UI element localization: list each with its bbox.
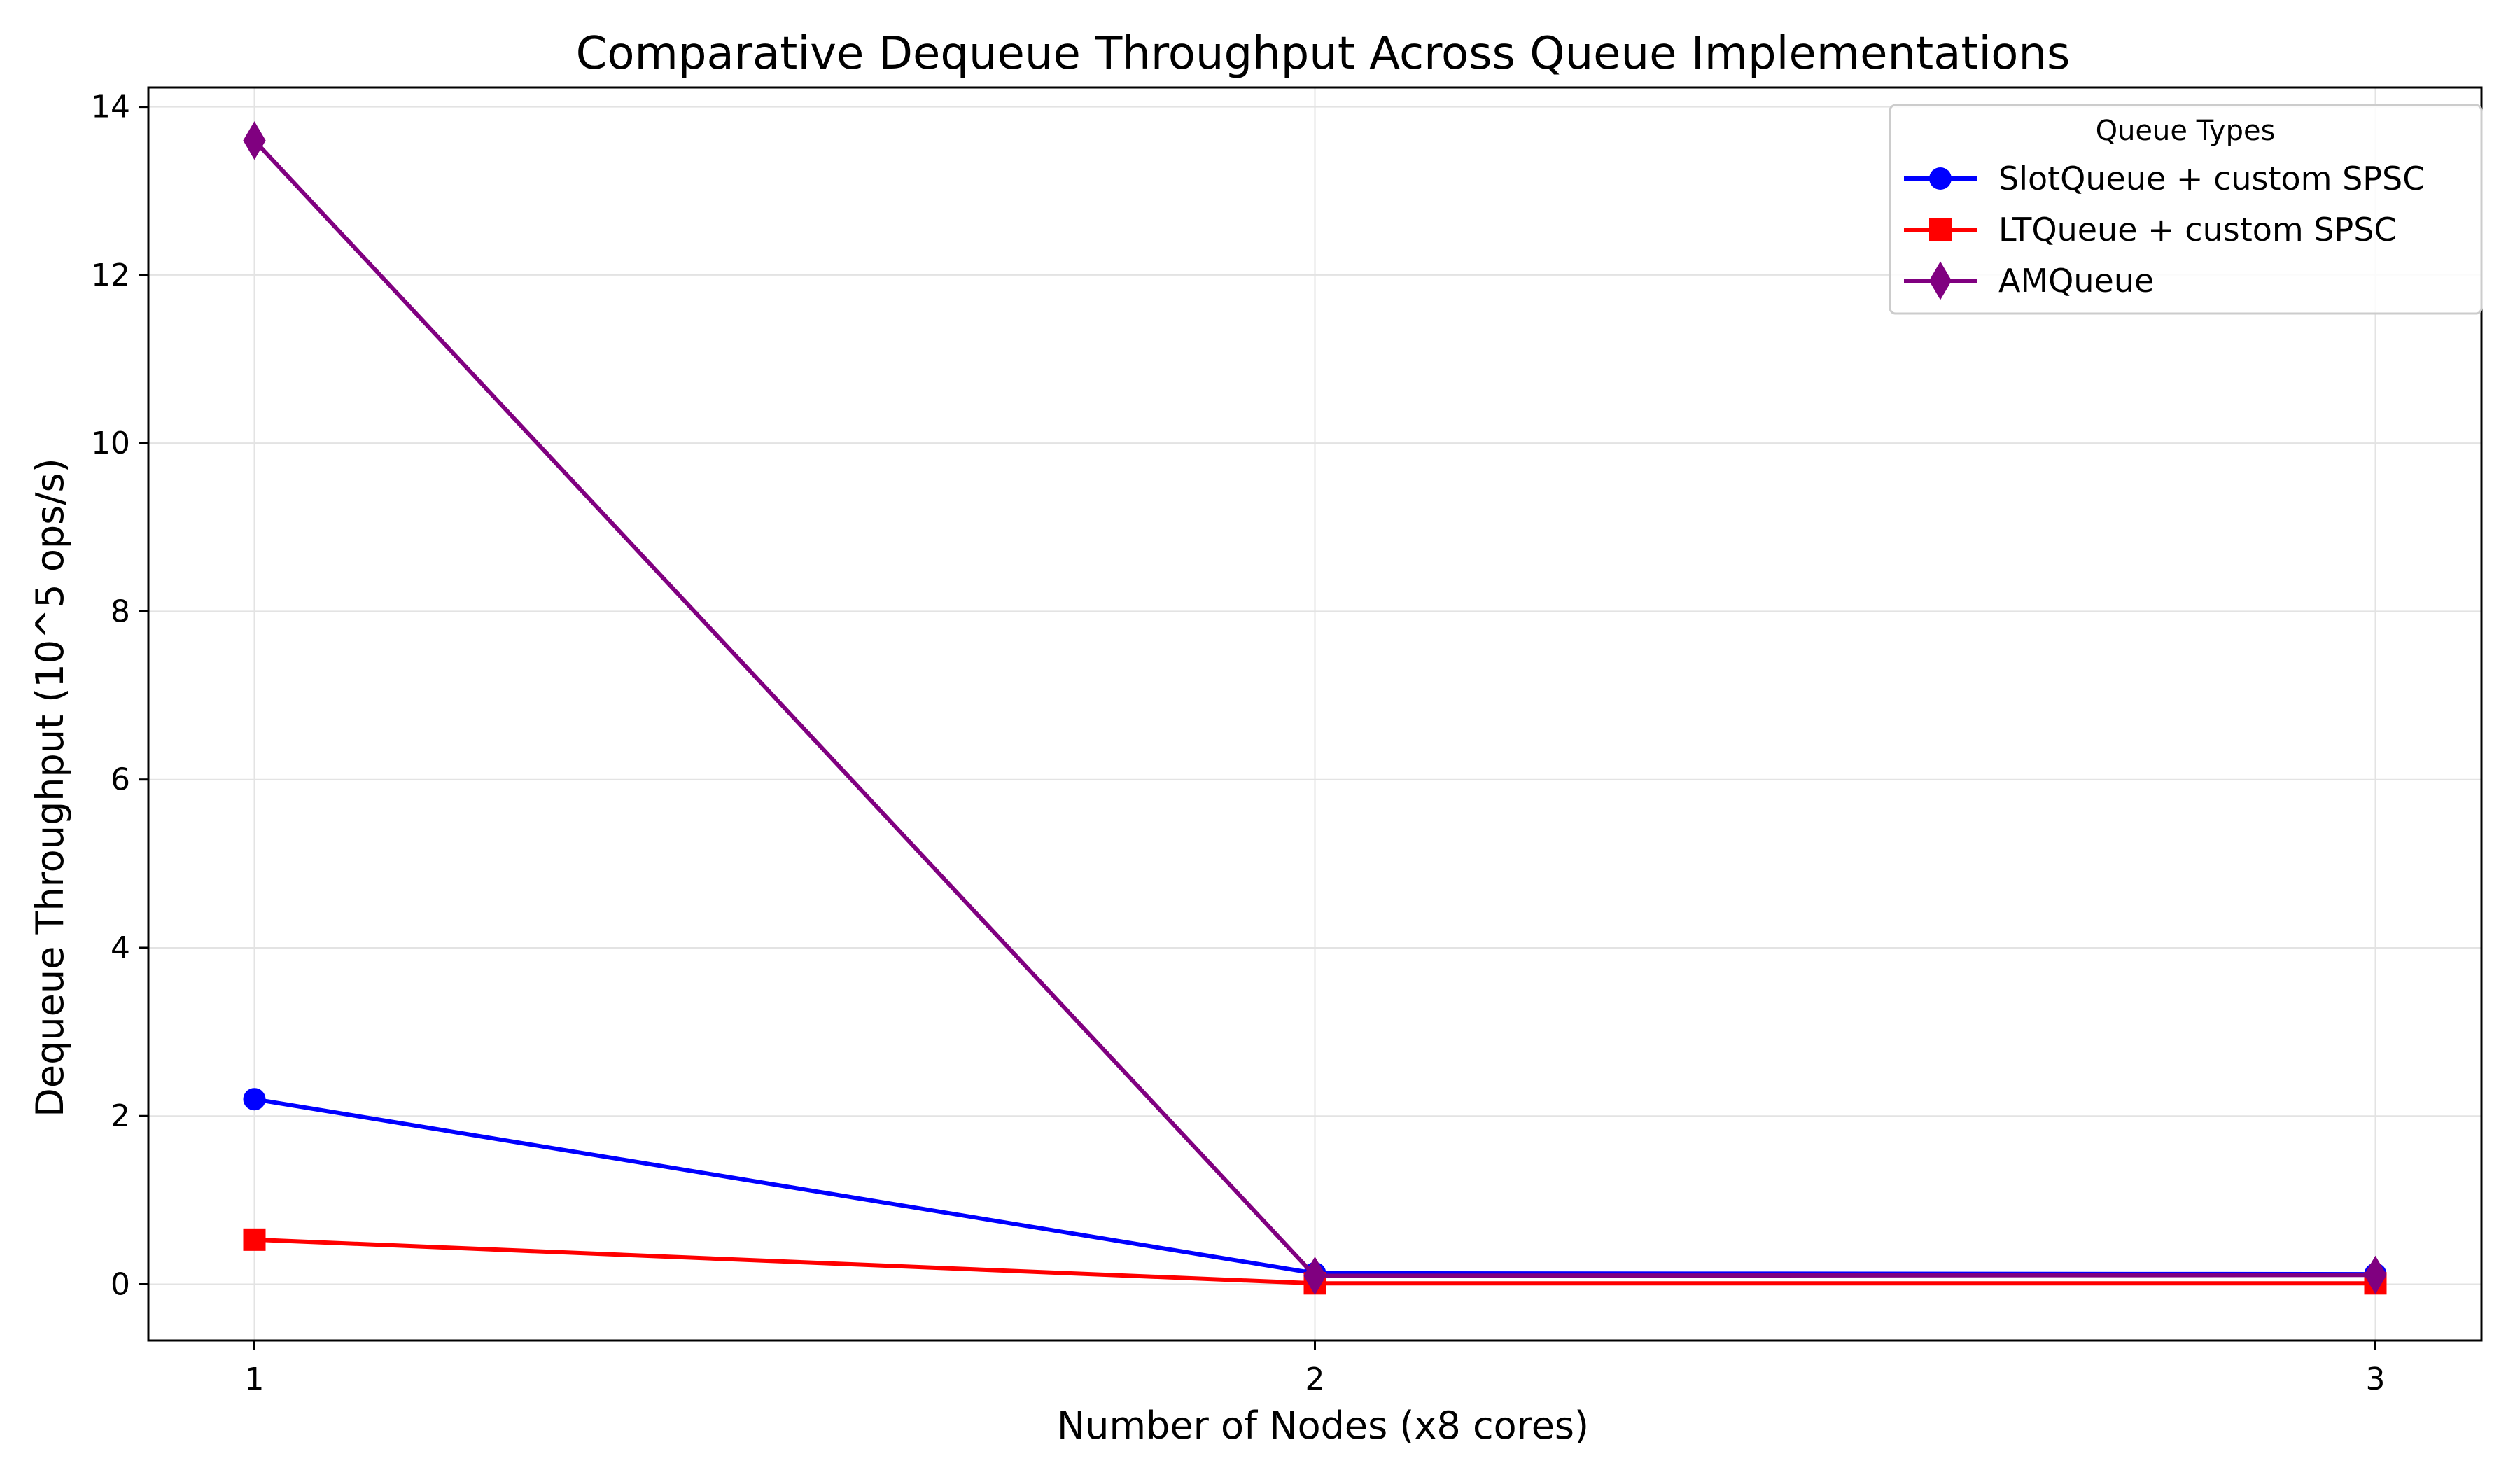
y-tick-label: 0 [111, 1267, 130, 1303]
x-tick-label: 1 [245, 1362, 265, 1397]
data-point [243, 121, 266, 160]
y-tick-label: 12 [91, 258, 130, 293]
y-tick-label: 2 [111, 1098, 130, 1134]
x-tick-label: 2 [1306, 1362, 1325, 1397]
legend-item-2: AMQueue [1904, 261, 2154, 300]
data-point [243, 1228, 266, 1251]
series-2 [243, 121, 2387, 1296]
legend-label: SlotQueue + custom SPSC [1998, 160, 2425, 197]
y-tick-label: 8 [111, 594, 130, 629]
y-axis-title: Dequeue Throughput (10^5 ops/s) [28, 458, 72, 1116]
series-layer [243, 121, 2387, 1296]
legend-item-1: LTQueue + custom SPSC [1904, 211, 2397, 248]
x-axis-title: Number of Nodes (x8 cores) [1057, 1404, 1589, 1448]
legend-label: AMQueue [1998, 262, 2154, 300]
data-point [1303, 1256, 1326, 1296]
legend-item-0: SlotQueue + custom SPSC [1904, 160, 2425, 197]
y-tick-label: 10 [91, 426, 130, 461]
legend: Queue Types SlotQueue + custom SPSC LTQue… [1889, 104, 2483, 315]
y-tick-label: 14 [91, 90, 130, 125]
data-point [2364, 1255, 2387, 1294]
y-tick-label: 6 [111, 762, 130, 798]
y-tick-label: 4 [111, 930, 130, 966]
chart-title: Comparative Dequeue Throughput Across Qu… [576, 28, 2071, 80]
legend-marker [1928, 261, 1952, 300]
legend-box [1889, 104, 2483, 315]
x-tick-label: 3 [2366, 1362, 2386, 1397]
legend-title: Queue Types [2096, 115, 2276, 147]
legend-label: LTQueue + custom SPSC [1998, 211, 2397, 248]
legend-items: SlotQueue + custom SPSC LTQueue + custom … [1904, 160, 2425, 300]
data-point [243, 1088, 266, 1111]
legend-marker [1929, 167, 1952, 190]
legend-marker [1929, 218, 1952, 241]
